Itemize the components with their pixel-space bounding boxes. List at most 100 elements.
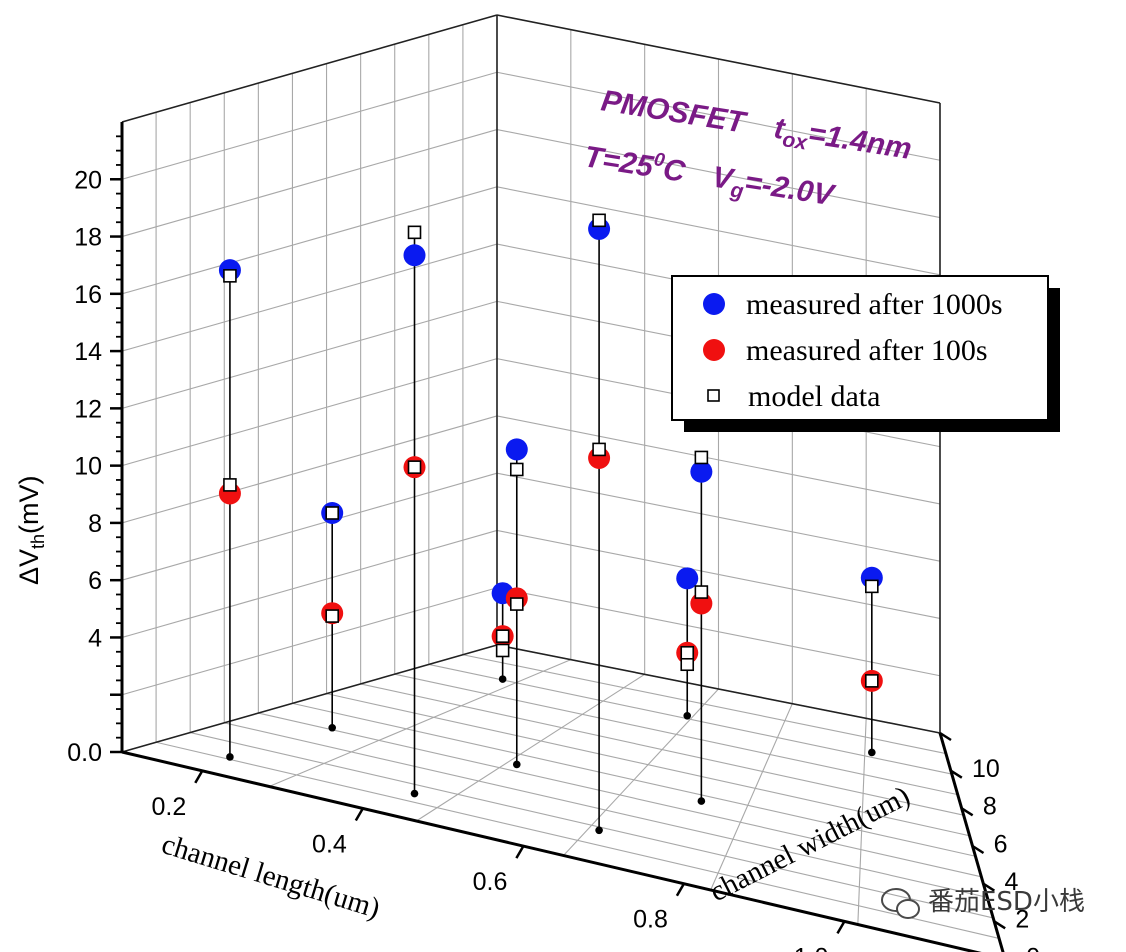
legend-label-1000s: measured after 1000s bbox=[746, 288, 1003, 321]
grid-line-floor-y bbox=[710, 703, 793, 891]
z-tick-label: 20 bbox=[74, 166, 102, 194]
marker-model-data bbox=[407, 460, 422, 474]
y-tick-mark bbox=[939, 731, 952, 742]
marker-model-data bbox=[865, 674, 879, 688]
x-tick-mark bbox=[354, 807, 364, 822]
stem-base-dot bbox=[595, 826, 603, 835]
stem-base-dot bbox=[226, 753, 234, 761]
annotation-temp-sup: 0 bbox=[652, 149, 666, 171]
z-axis-title-prefix: ΔV bbox=[14, 549, 44, 585]
x-tick-label: 0.2 bbox=[152, 793, 187, 821]
annotation-device: PMOSFET bbox=[599, 84, 750, 140]
x-tick-mark bbox=[194, 770, 204, 784]
watermark-text: 番茄ESD小栈 bbox=[928, 887, 1085, 917]
marker-model-data bbox=[865, 579, 879, 594]
x-tick-mark bbox=[515, 845, 525, 859]
z-tick-label: 0.0 bbox=[67, 739, 102, 767]
annotation-tox-sub: ox bbox=[781, 128, 810, 155]
y-tick-label: 8 bbox=[983, 793, 997, 821]
marker-model-data bbox=[325, 609, 339, 623]
grid-line-left-z bbox=[121, 358, 498, 467]
annotation: PMOSFET tox=1.4nm T=250C Vg=-2.0V bbox=[582, 84, 914, 212]
marker-measured-1000s bbox=[505, 438, 528, 461]
grid-line-floor-y bbox=[268, 659, 572, 788]
legend-marker-model bbox=[707, 389, 720, 402]
data-markers bbox=[218, 213, 883, 692]
x-axis-line bbox=[121, 750, 982, 952]
grid-line-left-z bbox=[121, 129, 498, 238]
z-tick-label: 14 bbox=[74, 338, 102, 366]
y-tick-label: 2 bbox=[1015, 906, 1029, 934]
marker-model-data bbox=[694, 450, 709, 465]
grid-line-left-z bbox=[121, 529, 498, 638]
grid-line-left-z bbox=[121, 186, 498, 295]
marker-model-data bbox=[509, 462, 524, 477]
x-tick-label: 0.4 bbox=[312, 830, 347, 858]
frame-floor-right bbox=[496, 644, 941, 734]
grid-line-left-z bbox=[121, 71, 498, 180]
annotation-temp-unit: C bbox=[661, 153, 689, 189]
z-tick-label: 4 bbox=[88, 624, 102, 652]
back-left-wall-grid bbox=[121, 14, 498, 753]
x-tick-mark bbox=[675, 883, 685, 897]
legend: measured after 1000s measured after 100s… bbox=[671, 275, 1060, 432]
z-axis-title-suffix: (mV) bbox=[14, 475, 44, 533]
stem-base-dot bbox=[697, 797, 706, 805]
marker-model-data bbox=[694, 585, 709, 599]
watermark: 番茄ESD小栈 bbox=[881, 887, 1085, 919]
y-tick-label: 6 bbox=[994, 830, 1008, 858]
y-tick-mark bbox=[960, 807, 974, 817]
wechat-icon bbox=[881, 888, 920, 919]
grid-line-left-z bbox=[121, 415, 498, 524]
marker-model-data bbox=[680, 645, 695, 660]
legend-box bbox=[671, 275, 1049, 421]
marker-model-data bbox=[223, 269, 237, 283]
y-tick-label: 0 bbox=[1026, 943, 1040, 952]
stem-base-dot bbox=[683, 711, 692, 720]
y-tick-mark bbox=[982, 882, 996, 892]
z-tick-label: 10 bbox=[74, 453, 102, 481]
z-tick-label: 18 bbox=[74, 224, 102, 252]
stem-base-dot bbox=[498, 675, 507, 683]
x-tick-label: 1.0 bbox=[794, 943, 829, 952]
y-tick-label: 4 bbox=[1005, 868, 1019, 896]
marker-model-data bbox=[680, 657, 695, 672]
z-axis-title: ΔVth(mV) bbox=[14, 475, 48, 585]
y-tick-mark bbox=[993, 920, 1006, 930]
y-tick-mark bbox=[950, 769, 963, 779]
x-tick-mark bbox=[836, 920, 846, 934]
annotation-vg-sub: g bbox=[728, 178, 745, 203]
marker-model-data bbox=[407, 225, 422, 240]
y-axis-title: channel width(um) bbox=[705, 780, 915, 908]
annotation-temp-main: T=25 bbox=[582, 140, 657, 184]
y-tick-label: 10 bbox=[972, 755, 1000, 783]
x-tick-label: 0.8 bbox=[633, 906, 668, 934]
tick-labels: 0.0 4 6 8 10 12 14 16 18 20 0.2 0.4 0.6 0.8 1.0 0 2 4 6 8 10 bbox=[67, 135, 1040, 952]
z-axis-title-sub: th bbox=[28, 534, 48, 549]
grid-line-left-z bbox=[121, 300, 498, 409]
frame-floor-left bbox=[121, 644, 498, 753]
marker-measured-1000s bbox=[676, 567, 699, 590]
marker-measured-1000s bbox=[403, 244, 426, 267]
grid-line-left-z bbox=[121, 243, 498, 352]
z-tick-label: 6 bbox=[88, 567, 102, 595]
grid-line-floor-y bbox=[563, 688, 719, 856]
grid-line-floor-y bbox=[857, 718, 867, 925]
z-tick-label: 16 bbox=[74, 281, 102, 309]
stem-base-dot bbox=[410, 789, 419, 798]
x-tick-label: 0.6 bbox=[473, 868, 508, 896]
frame-top-left bbox=[121, 14, 498, 123]
legend-marker-1000s bbox=[703, 293, 725, 315]
marker-measured-1000s bbox=[690, 460, 713, 483]
z-tick-label: 12 bbox=[74, 395, 102, 423]
legend-marker-100s bbox=[703, 339, 725, 361]
x-axis-title: channel length(um) bbox=[158, 828, 384, 925]
marker-model-data bbox=[223, 478, 237, 492]
marker-model-data bbox=[592, 213, 606, 228]
marker-model-data bbox=[592, 442, 606, 457]
grid-line-left-z bbox=[121, 472, 498, 581]
stem-base-dot bbox=[328, 723, 336, 732]
grid-line-left-z bbox=[121, 587, 498, 696]
grid-line-floor-y bbox=[416, 673, 645, 822]
